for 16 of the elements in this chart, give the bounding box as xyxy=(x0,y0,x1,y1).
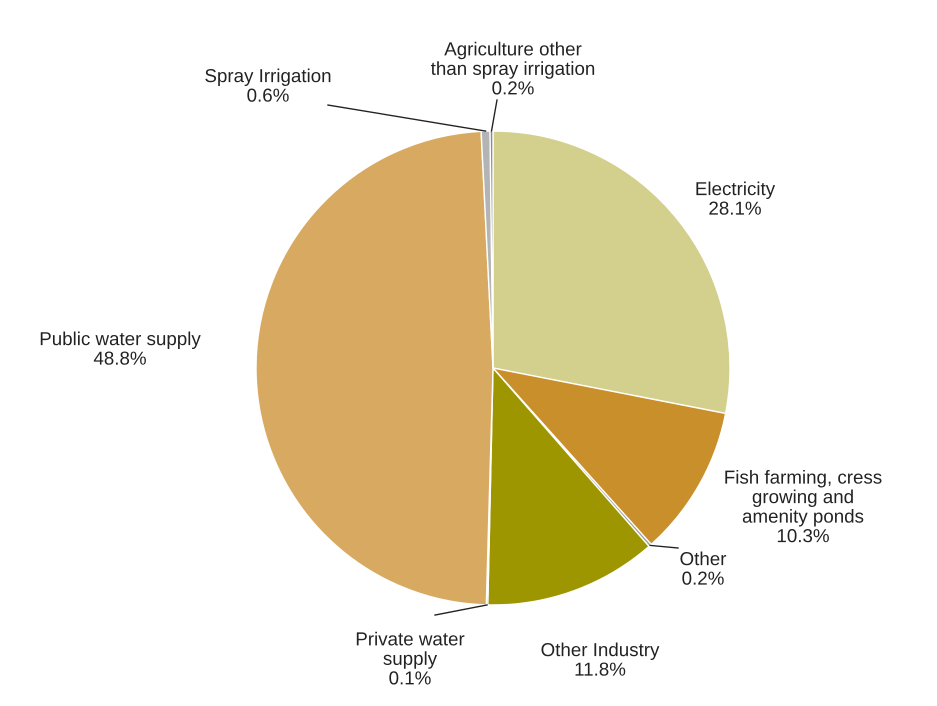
slice-label: Spray Irrigation xyxy=(205,68,330,86)
data-label: 10.3% xyxy=(778,529,829,542)
data-label: 0.1% xyxy=(389,671,431,685)
slice-label: Other Industry xyxy=(541,642,660,660)
slice-label: Private water supply xyxy=(356,632,464,669)
slice-label: Public water supply xyxy=(40,332,201,349)
data-label: 28.1% xyxy=(709,202,761,215)
data-label: 48.8% xyxy=(94,352,146,365)
slice-label: Agriculture other than spray irrigation xyxy=(430,42,594,79)
slice-label: Fish farming, cress growing and amenity ponds xyxy=(725,470,882,526)
data-label: 0.6% xyxy=(247,88,289,102)
data-label: 0.2% xyxy=(492,81,534,95)
slice-label: Other xyxy=(680,552,726,566)
slice-label: Electricity xyxy=(696,182,776,199)
data-label: 0.2% xyxy=(682,572,724,585)
data-label: 11.8% xyxy=(576,662,626,676)
